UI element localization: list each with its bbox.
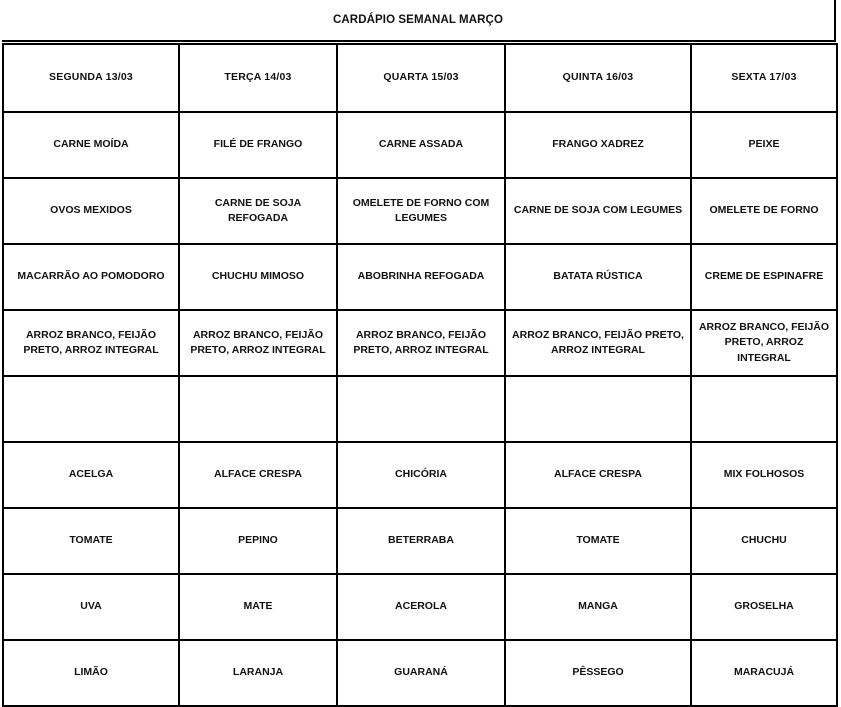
table-row: UVA MATE ACEROLA MANGA GROSELHA	[2, 573, 838, 641]
cell-main-dish-quarta: CARNE ASSADA	[336, 111, 506, 179]
cell-side-dish-segunda: MACARRÃO AO POMODORO	[2, 243, 180, 311]
cell-staples-terca: ARROZ BRANCO, FEIJÃO PRETO, ARROZ INTEGR…	[178, 309, 338, 377]
cell-salad-leaf-sexta: MIX FOLHOSOS	[690, 441, 838, 509]
cell-blank-terca	[178, 375, 338, 443]
cell-side-dish-sexta: CREME DE ESPINAFRE	[690, 243, 838, 311]
cell-juice-segunda: LIMÃO	[2, 639, 180, 707]
column-header-segunda: SEGUNDA 13/03	[2, 43, 180, 113]
table-row: OVOS MEXIDOS CARNE DE SOJA REFOGADA OMEL…	[2, 177, 838, 245]
cell-staples-sexta: ARROZ BRANCO, FEIJÃO PRETO, ARROZ INTEGR…	[690, 309, 838, 377]
cell-salad-vegetable-quarta: BETERRABA	[336, 507, 506, 575]
cell-alternative-dish-quarta: OMELETE DE FORNO COM LEGUMES	[336, 177, 506, 245]
cell-juice-quarta: GUARANÁ	[336, 639, 506, 707]
cell-salad-vegetable-terca: PEPINO	[178, 507, 338, 575]
menu-title-banner: CARDÁPIO SEMANAL MARÇO	[2, 0, 836, 42]
cell-staples-quarta: ARROZ BRANCO, FEIJÃO PRETO, ARROZ INTEGR…	[336, 309, 506, 377]
cell-fruit-terca: MATE	[178, 573, 338, 641]
cell-fruit-quinta: MANGA	[504, 573, 692, 641]
cell-fruit-sexta: GROSELHA	[690, 573, 838, 641]
cell-alternative-dish-sexta: OMELETE DE FORNO	[690, 177, 838, 245]
cell-blank-sexta	[690, 375, 838, 443]
cell-salad-leaf-quarta: CHICÓRIA	[336, 441, 506, 509]
page-title: CARDÁPIO SEMANAL MARÇO	[332, 14, 504, 26]
cell-salad-vegetable-quinta: TOMATE	[504, 507, 692, 575]
cell-salad-leaf-quinta: ALFACE CRESPA	[504, 441, 692, 509]
cell-main-dish-sexta: PEIXE	[690, 111, 838, 179]
table-row: ACELGA ALFACE CRESPA CHICÓRIA ALFACE CRE…	[2, 441, 838, 509]
column-header-quarta: QUARTA 15/03	[336, 43, 506, 113]
cell-juice-terca: LARANJA	[178, 639, 338, 707]
menu-table-body: SEGUNDA 13/03 TERÇA 14/03 QUARTA 15/03 Q…	[2, 43, 838, 707]
table-row: TOMATE PEPINO BETERRABA TOMATE CHUCHU	[2, 507, 838, 575]
table-row: MACARRÃO AO POMODORO CHUCHU MIMOSO ABOBR…	[2, 243, 838, 311]
cell-main-dish-terca: FILÉ DE FRANGO	[178, 111, 338, 179]
weekly-menu-table: SEGUNDA 13/03 TERÇA 14/03 QUARTA 15/03 Q…	[2, 43, 838, 707]
table-row: ARROZ BRANCO, FEIJÃO PRETO, ARROZ INTEGR…	[2, 309, 838, 377]
column-header-sexta: SEXTA 17/03	[690, 43, 838, 113]
cell-fruit-quarta: ACEROLA	[336, 573, 506, 641]
table-row: CARNE MOÍDA FILÉ DE FRANGO CARNE ASSADA …	[2, 111, 838, 179]
column-header-terca: TERÇA 14/03	[178, 43, 338, 113]
cell-salad-leaf-terca: ALFACE CRESPA	[178, 441, 338, 509]
cell-side-dish-quarta: ABOBRINHA REFOGADA	[336, 243, 506, 311]
cell-side-dish-terca: CHUCHU MIMOSO	[178, 243, 338, 311]
cell-blank-segunda	[2, 375, 180, 443]
cell-staples-quinta: ARROZ BRANCO, FEIJÃO PRETO, ARROZ INTEGR…	[504, 309, 692, 377]
cell-alternative-dish-terca: CARNE DE SOJA REFOGADA	[178, 177, 338, 245]
column-header-quinta: QUINTA 16/03	[504, 43, 692, 113]
cell-blank-quarta	[336, 375, 506, 443]
table-row: LIMÃO LARANJA GUARANÁ PÊSSEGO MARACUJÁ	[2, 639, 838, 707]
cell-salad-vegetable-segunda: TOMATE	[2, 507, 180, 575]
cell-side-dish-quinta: BATATA RÚSTICA	[504, 243, 692, 311]
cell-salad-leaf-segunda: ACELGA	[2, 441, 180, 509]
cell-main-dish-quinta: FRANGO XADREZ	[504, 111, 692, 179]
cell-alternative-dish-segunda: OVOS MEXIDOS	[2, 177, 180, 245]
cell-main-dish-segunda: CARNE MOÍDA	[2, 111, 180, 179]
cell-juice-quinta: PÊSSEGO	[504, 639, 692, 707]
cell-fruit-segunda: UVA	[2, 573, 180, 641]
cell-blank-quinta	[504, 375, 692, 443]
cell-juice-sexta: MARACUJÁ	[690, 639, 838, 707]
table-header-row: SEGUNDA 13/03 TERÇA 14/03 QUARTA 15/03 Q…	[2, 43, 838, 113]
table-row	[2, 375, 838, 443]
cell-staples-segunda: ARROZ BRANCO, FEIJÃO PRETO, ARROZ INTEGR…	[2, 309, 180, 377]
cell-alternative-dish-quinta: CARNE DE SOJA COM LEGUMES	[504, 177, 692, 245]
cell-salad-vegetable-sexta: CHUCHU	[690, 507, 838, 575]
